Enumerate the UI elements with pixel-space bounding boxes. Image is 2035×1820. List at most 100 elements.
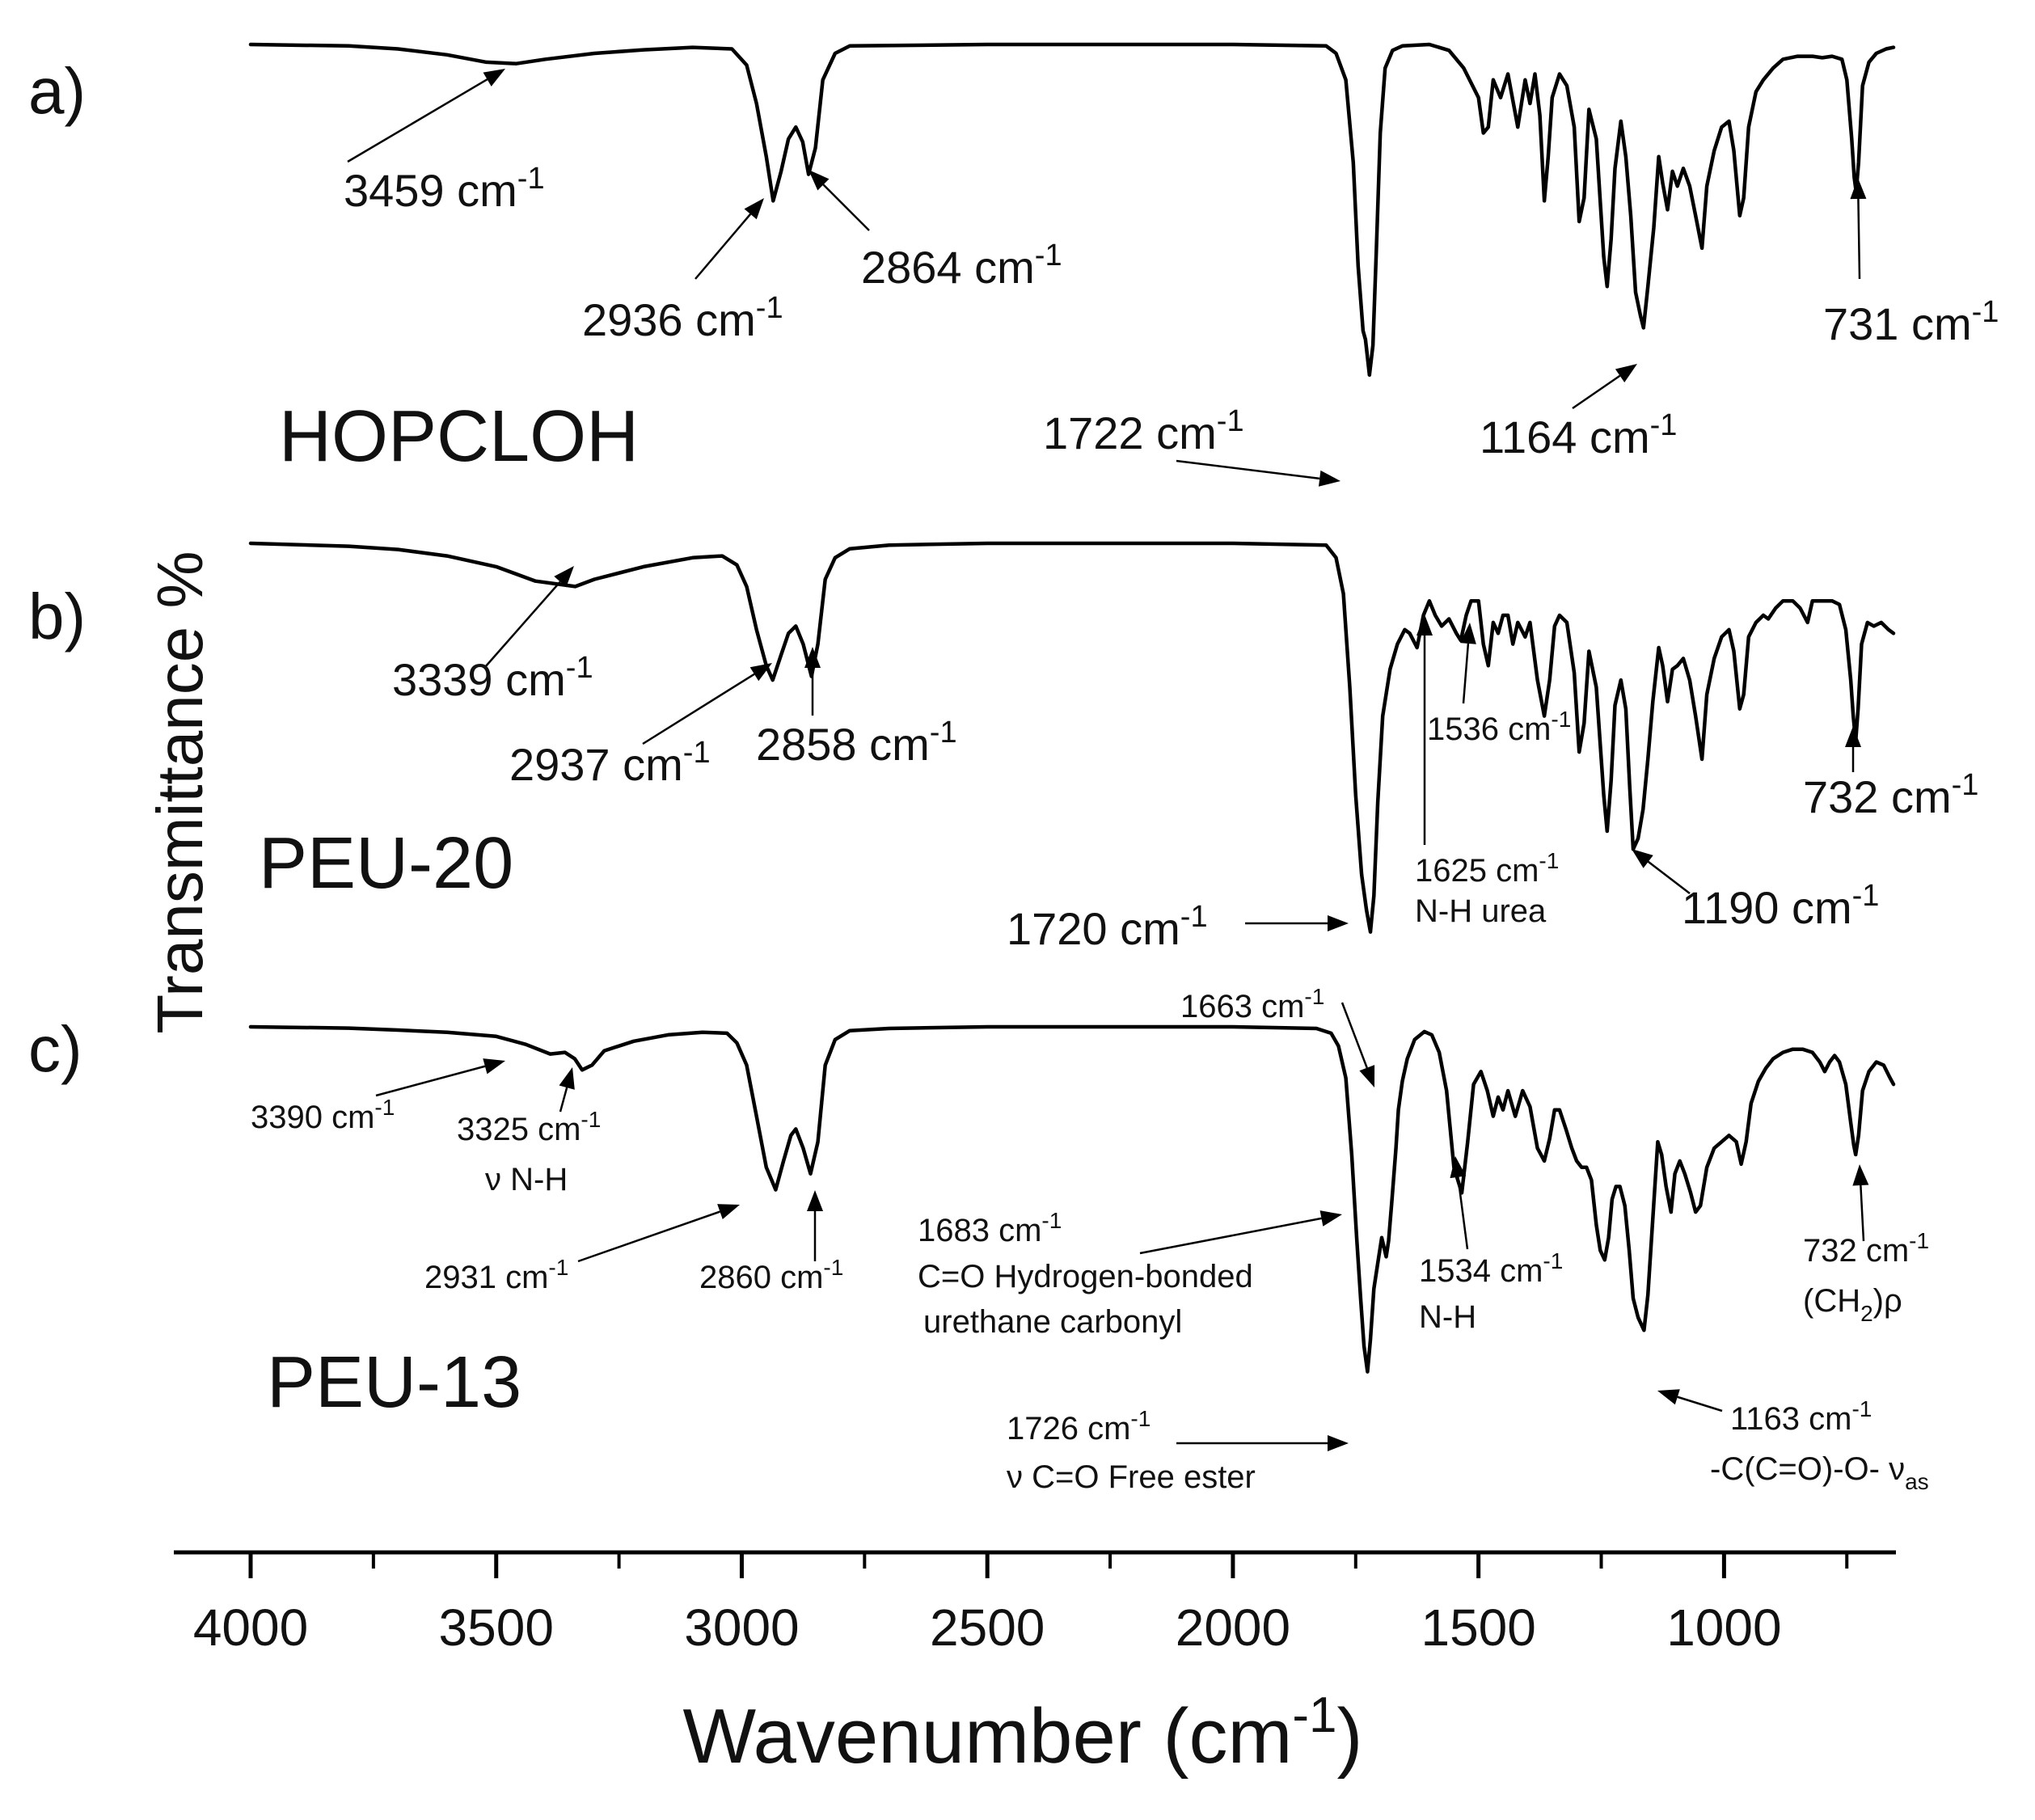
sample-label-hopcloh: HOPCLOH [279, 396, 639, 477]
spectrum-hopcloh [248, 42, 1896, 378]
arrow-c-2931 [577, 1204, 740, 1263]
arrow-b-1625 [1416, 614, 1433, 845]
annotation-b-1720: 1720 cm-1 [1007, 900, 1208, 954]
x-tick-label-2000: 2000 [1176, 1598, 1290, 1657]
arrow-b-2937-head [749, 663, 772, 682]
arrow-c-2860-head [807, 1190, 823, 1211]
panel-letter-a: a) [28, 55, 86, 127]
arrow-c-3325-head [559, 1067, 575, 1090]
arrow-a-731-shaft [1857, 198, 1861, 280]
annotation-c-1683-line2: C=O Hydrogen-bonded [918, 1259, 1253, 1294]
arrow-c-1683-shaft [1139, 1217, 1322, 1255]
annotation-c-1683: 1683 cm-1 [918, 1208, 1062, 1248]
arrow-a-1722-head [1318, 470, 1340, 487]
arrow-c-1663 [1340, 1002, 1375, 1087]
arrow-a-2936-shaft [695, 213, 752, 280]
annotation-b-2858: 2858 cm-1 [756, 716, 957, 770]
arrow-c-1534-shaft [1457, 1176, 1469, 1250]
annotation-c-1726: 1726 cm-1 [1007, 1406, 1150, 1446]
arrow-c-1683-head [1319, 1210, 1342, 1227]
arrow-b-1625-head [1416, 614, 1433, 636]
x-tick-label-4000: 4000 [193, 1598, 308, 1657]
annotation-a-2864: 2864 cm-1 [861, 239, 1062, 293]
arrow-b-732-head [1845, 726, 1861, 747]
annotation-a-1722: 1722 cm-1 [1043, 404, 1244, 458]
annotation-c-732-line2: (CH2)ρ [1803, 1283, 1902, 1326]
arrow-c-732-shaft [1860, 1184, 1865, 1242]
annotation-a-3459: 3459 cm-1 [344, 162, 545, 216]
arrow-a-3459-shaft [347, 78, 488, 163]
annotation-b-1536: 1536 cm-1 [1427, 707, 1571, 747]
x-axis-ticks: 4000 3500 3000 2500 2000 1500 1000 [193, 1552, 1849, 1657]
arrow-a-731-head [1850, 178, 1867, 200]
annotation-c-3325-line2: ν N-H [485, 1162, 568, 1197]
arrow-b-2858-head [804, 647, 821, 668]
arrow-b-3339-shaft [484, 581, 561, 668]
arrow-b-1720-head [1328, 915, 1349, 931]
arrow-b-1536-head [1459, 623, 1476, 644]
annotation-b-3339: 3339 cm-1 [392, 651, 593, 705]
arrow-a-3459-head [483, 69, 505, 87]
arrow-b-3339-head [554, 566, 574, 588]
annotation-b-1625: 1625 cm-1 [1415, 848, 1559, 889]
annotation-c-3390: 3390 cm-1 [251, 1095, 395, 1135]
arrow-c-2860 [807, 1190, 823, 1261]
arrow-b-2858 [804, 647, 821, 716]
arrow-c-1663-head [1359, 1065, 1375, 1087]
panel-letter-b: b) [28, 581, 86, 652]
arrow-c-3390-shaft [375, 1065, 486, 1097]
annotation-a-2936: 2936 cm-1 [582, 291, 783, 345]
arrow-b-2937-shaft [642, 673, 755, 745]
arrow-c-2931-head [717, 1204, 740, 1220]
arrow-a-731 [1850, 178, 1867, 280]
arrow-c-1163-shaft [1677, 1396, 1723, 1413]
sample-label-peu-20: PEU-20 [259, 823, 513, 904]
arrow-c-1683 [1139, 1210, 1342, 1255]
arrow-a-2864 [809, 170, 870, 231]
spectrum-peu-20 [248, 541, 1896, 934]
arrow-a-1164-shaft [1572, 374, 1621, 410]
panel-letter-c: c) [28, 1013, 82, 1085]
arrow-c-3325 [559, 1067, 575, 1113]
annotation-c-732: 732 cm-1 [1803, 1228, 1929, 1269]
arrow-b-2937 [642, 663, 772, 745]
arrow-b-1720 [1245, 915, 1349, 931]
arrow-c-732-head [1852, 1164, 1869, 1186]
arrow-a-1164 [1572, 364, 1637, 410]
arrow-b-1190-head [1632, 849, 1653, 868]
arrow-a-2936-head [744, 198, 764, 220]
arrow-a-2936 [695, 198, 764, 280]
annotation-b-732: 732 cm-1 [1803, 768, 1978, 822]
annotation-c-1534-line2: N-H [1419, 1299, 1476, 1335]
arrow-c-3390 [375, 1058, 505, 1097]
arrow-b-1536 [1459, 623, 1476, 704]
annotation-c-1163-line2: -C(C=O)-O- νas [1710, 1451, 1929, 1494]
arrow-c-3325-shaft [559, 1087, 568, 1113]
annotation-arrows [347, 69, 1869, 1451]
x-axis-title: Wavenumber (cm-1) [682, 1687, 1362, 1780]
arrow-a-1164-head [1615, 364, 1637, 382]
annotation-c-1163: 1163 cm-1 [1730, 1396, 1872, 1437]
annotation-c-1534: 1534 cm-1 [1419, 1248, 1563, 1289]
arrow-c-3390-head [483, 1058, 505, 1075]
arrow-c-1726 [1176, 1435, 1349, 1451]
sample-label-peu-13: PEU-13 [267, 1342, 521, 1423]
x-tick-label-3000: 3000 [684, 1598, 799, 1657]
arrow-c-1534-head [1450, 1156, 1467, 1179]
annotation-c-1683-line3: urethane carbonyl [923, 1304, 1182, 1340]
annotation-a-1164: 1164 cm-1 [1480, 408, 1677, 462]
arrow-a-1722-shaft [1176, 459, 1320, 480]
arrow-c-2931-shaft [577, 1210, 720, 1263]
x-tick-label-1500: 1500 [1421, 1598, 1535, 1657]
arrow-c-1163 [1657, 1389, 1723, 1413]
arrow-c-1726-head [1328, 1435, 1349, 1451]
arrow-b-1536-shaft [1462, 643, 1470, 704]
arrow-a-1722 [1176, 459, 1340, 487]
arrow-a-3459 [347, 69, 505, 163]
x-tick-label-2500: 2500 [930, 1598, 1045, 1657]
annotation-c-1663: 1663 cm-1 [1180, 984, 1324, 1024]
y-axis-title: Transmittance % [144, 551, 216, 1033]
annotation-b-1190: 1190 cm-1 [1682, 879, 1879, 933]
arrow-a-2864-head [809, 170, 830, 191]
